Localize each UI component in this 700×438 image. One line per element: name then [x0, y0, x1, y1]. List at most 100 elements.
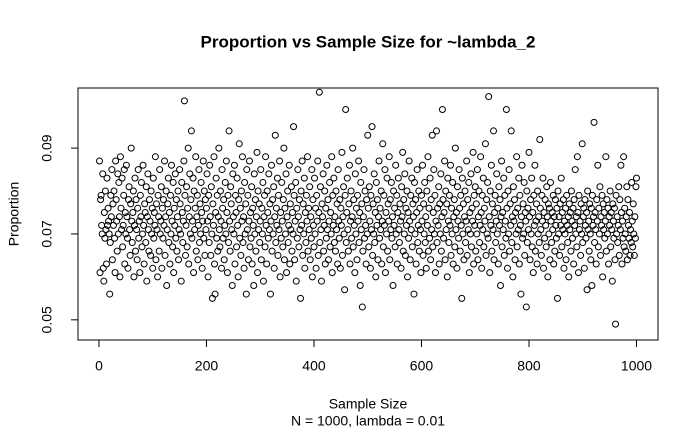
point — [554, 187, 562, 195]
point — [467, 170, 475, 178]
point — [395, 226, 403, 234]
point — [228, 226, 236, 234]
point — [236, 204, 244, 212]
point — [250, 281, 258, 289]
point — [616, 196, 624, 204]
point — [106, 290, 114, 298]
point — [563, 191, 571, 199]
point — [613, 213, 621, 221]
point — [278, 178, 286, 186]
point — [418, 217, 426, 225]
point — [423, 187, 431, 195]
point — [400, 196, 408, 204]
point — [320, 247, 328, 255]
point — [585, 247, 593, 255]
point — [453, 183, 461, 191]
point — [154, 191, 162, 199]
point — [258, 230, 266, 238]
point — [548, 239, 556, 247]
point — [517, 290, 525, 298]
point — [99, 170, 107, 178]
point — [358, 200, 366, 208]
point — [137, 178, 145, 186]
point — [184, 204, 192, 212]
point — [472, 200, 480, 208]
point — [182, 221, 190, 229]
point — [630, 251, 638, 259]
point — [238, 153, 246, 161]
point — [525, 148, 533, 156]
point — [208, 230, 216, 238]
point — [487, 221, 495, 229]
point — [556, 251, 564, 259]
point — [204, 273, 212, 281]
point — [460, 213, 468, 221]
point — [470, 191, 478, 199]
point — [140, 260, 148, 268]
point — [171, 170, 179, 178]
point — [385, 153, 393, 161]
point — [268, 161, 276, 169]
point — [505, 230, 513, 238]
point — [494, 260, 502, 268]
point — [316, 239, 324, 247]
point — [447, 251, 455, 259]
point — [140, 221, 148, 229]
point — [402, 204, 410, 212]
point — [520, 178, 528, 186]
point — [534, 187, 542, 195]
chart-title: Proportion vs Sample Size for ~lambda_2 — [201, 32, 536, 51]
point — [464, 196, 472, 204]
point — [404, 273, 412, 281]
point — [586, 200, 594, 208]
point — [127, 200, 135, 208]
point — [175, 226, 183, 234]
point — [478, 191, 486, 199]
point — [219, 204, 227, 212]
point — [630, 230, 638, 238]
point — [441, 157, 449, 165]
point — [258, 204, 266, 212]
point — [264, 208, 272, 216]
point — [215, 144, 223, 152]
point — [514, 226, 522, 234]
point — [269, 196, 277, 204]
point — [479, 174, 487, 182]
point — [570, 260, 578, 268]
point — [524, 204, 532, 212]
point — [530, 221, 538, 229]
point — [593, 217, 601, 225]
point — [531, 247, 539, 255]
point — [307, 213, 315, 221]
point — [443, 273, 451, 281]
point — [149, 174, 157, 182]
point — [269, 230, 277, 238]
point — [156, 166, 164, 174]
point — [529, 208, 537, 216]
point — [316, 183, 324, 191]
point — [326, 243, 334, 251]
point — [247, 208, 255, 216]
point — [623, 183, 631, 191]
point — [165, 208, 173, 216]
point — [273, 174, 281, 182]
point — [608, 226, 616, 234]
point — [367, 226, 375, 234]
point — [600, 208, 608, 216]
point — [300, 230, 308, 238]
point — [608, 277, 616, 285]
point — [380, 221, 388, 229]
point — [125, 196, 133, 204]
point — [331, 213, 339, 221]
point — [441, 256, 449, 264]
point — [170, 269, 178, 277]
point — [392, 161, 400, 169]
point — [257, 166, 265, 174]
point — [173, 213, 181, 221]
point — [359, 213, 367, 221]
point — [238, 217, 246, 225]
point — [419, 161, 427, 169]
point — [470, 260, 478, 268]
point — [338, 148, 346, 156]
point — [283, 213, 291, 221]
